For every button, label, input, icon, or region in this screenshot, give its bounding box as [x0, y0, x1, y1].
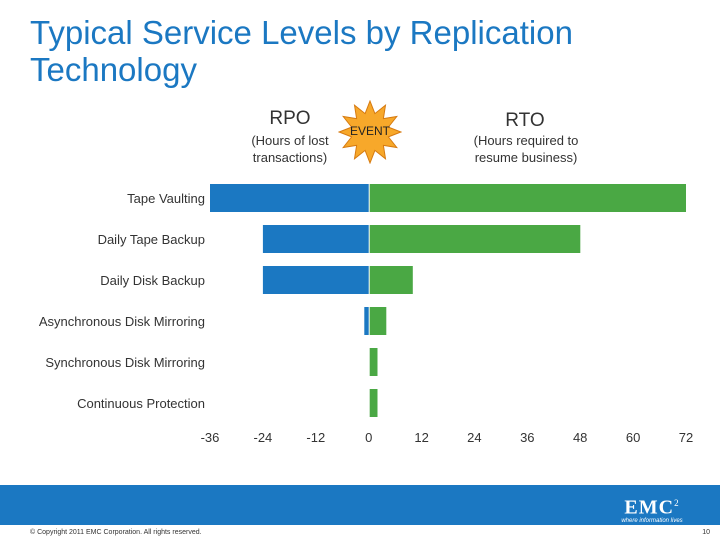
- x-tick-label: 72: [679, 430, 693, 445]
- rto-bar: [369, 389, 378, 417]
- category-label: Tape Vaulting: [127, 191, 205, 206]
- rpo-heading: RPO: [269, 108, 311, 129]
- footer-bar: [0, 485, 720, 525]
- category-label: Continuous Protection: [77, 396, 205, 411]
- rpo-bar: [364, 307, 369, 335]
- logo-tagline: where information lives: [621, 517, 683, 524]
- rpo-bar: [262, 266, 369, 294]
- category-label: Synchronous Disk Mirroring: [45, 355, 205, 370]
- x-tick-label: -12: [306, 430, 325, 445]
- x-tick-label: 36: [520, 430, 534, 445]
- x-tick-label: 24: [467, 430, 481, 445]
- x-tick-label: 0: [365, 430, 372, 445]
- rto-bar: [369, 184, 686, 212]
- rto-bar: [369, 225, 581, 253]
- copyright-notice: © Copyright 2011 EMC Corporation. All ri…: [30, 529, 202, 536]
- rpo-bar: [210, 184, 369, 212]
- rto-bar: [369, 266, 413, 294]
- emc-logo: EMC2 where information lives: [612, 493, 692, 524]
- service-level-chart: Tape Vaulting Daily Tape Backup Daily Disk…: [39, 184, 693, 445]
- starburst-icon: [338, 100, 402, 164]
- rto-heading: RTO: [505, 110, 545, 131]
- x-tick-label: 12: [414, 430, 428, 445]
- category-label: Daily Tape Backup: [98, 232, 205, 247]
- rto-subheading: (Hours required to resume business): [473, 133, 579, 165]
- slide-title: Typical Service Levels by Replication Te…: [30, 14, 573, 88]
- event-label: EVENT: [349, 124, 390, 138]
- category-label: Daily Disk Backup: [100, 273, 205, 288]
- rpo-subheading: (Hours of lost transactions): [251, 133, 329, 165]
- rto-bar: [369, 348, 378, 376]
- x-tick-label: 48: [573, 430, 587, 445]
- x-tick-label: 60: [626, 430, 640, 445]
- rto-bar: [369, 307, 387, 335]
- x-tick-label: -36: [201, 430, 220, 445]
- rpo-bar: [262, 225, 369, 253]
- page-number: 10: [702, 529, 710, 536]
- x-tick-label: -24: [254, 430, 273, 445]
- event-starburst: EVENT: [338, 100, 402, 164]
- category-label: Asynchronous Disk Mirroring: [39, 314, 205, 329]
- logo-wordmark: EMC2: [624, 496, 680, 519]
